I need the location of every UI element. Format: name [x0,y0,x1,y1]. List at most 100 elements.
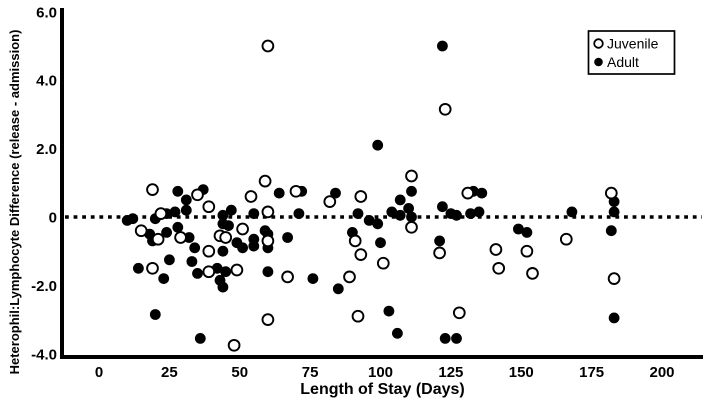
juvenile-point [289,184,303,198]
y-tick-label: 6.0 [36,4,57,21]
adult-point [223,220,234,232]
juvenile-point [376,256,390,270]
juvenile-point [261,234,275,248]
adult-point [180,194,192,206]
juvenile-point [348,234,362,248]
juvenile-point [438,102,452,116]
y-tick-label: -4.0 [31,346,57,363]
adult-point [566,206,578,218]
adult-point [465,208,476,220]
adult-point [434,235,445,247]
juvenile-point [489,243,503,256]
juvenile-point [202,244,216,258]
juvenile-point [461,186,475,200]
adult-point [605,225,617,237]
adult-point [394,194,406,206]
adult-point [403,203,414,214]
adult-point [217,245,229,257]
x-tick-label: 150 [509,364,534,381]
juvenile-point [526,267,539,280]
adult-point [375,237,386,249]
adult-point [394,209,406,221]
x-tick-label: 200 [649,364,674,381]
adult-point [330,187,341,199]
juvenile-point [607,272,621,285]
juvenile-point [146,183,159,196]
y-tick-label: 4.0 [36,73,57,90]
adult-point [248,208,260,220]
adult-point [262,266,274,278]
adult-point [172,221,184,233]
adult-point [183,232,195,243]
adult-point [521,227,533,238]
adult-point [127,213,139,225]
adult-point [149,309,161,320]
adult-point [473,206,485,218]
adult-point [164,254,175,266]
juvenile-point [191,188,204,202]
adult-point [386,206,398,218]
juvenile-point [236,222,249,236]
x-tick-label: 175 [579,364,604,381]
adult-point [161,227,173,238]
juvenile-point [261,313,275,326]
adult-point [194,333,206,344]
adult-point [220,266,232,278]
adult-point [172,185,184,197]
adult-point [237,242,249,254]
juvenile-point [202,265,216,279]
adult-point [439,333,451,344]
juvenile-point [604,186,618,200]
adult-point [217,209,229,221]
adult-point [282,232,293,243]
adult-point [372,218,384,230]
y-tick-label: 0 [49,210,57,227]
x-tick-label: 100 [368,364,393,381]
juvenile-point [433,246,446,260]
adult-point [451,209,462,221]
legend-label-adult: Adult [607,54,639,70]
legend-marker-juvenile-open-circle-icon [593,38,604,49]
juvenile-point [281,270,294,284]
juvenile-point [154,207,168,220]
legend-box [587,30,676,75]
juvenile-point [492,261,506,275]
juvenile-point [520,244,534,258]
juvenile-point [174,231,187,244]
adult-point [186,256,198,267]
adult-point [180,204,192,216]
juvenile-point [261,39,275,53]
x-tick-label: 50 [231,364,248,381]
adult-point [392,327,403,339]
juvenile-point [230,263,244,277]
juvenile-point [405,169,418,183]
juvenile-point [452,306,466,320]
x-tick-label: 0 [95,364,103,381]
juvenile-point [244,190,258,203]
juvenile-point [559,232,573,246]
juvenile-point [219,231,233,244]
adult-point [293,208,305,220]
legend-marker-adult-filled-circle-icon [594,57,603,67]
y-tick-label: -2.0 [31,278,57,295]
adult-point [363,215,375,226]
juvenile-point [323,195,337,208]
juvenile-point [351,309,365,323]
adult-point [437,201,448,213]
juvenile-point [146,261,159,275]
adult-point [406,211,417,223]
adult-point [225,204,237,216]
adult-point [383,305,395,317]
x-tick-label: 125 [438,364,463,381]
adult-point [513,223,524,235]
y-tick-label: 2.0 [36,141,57,158]
x-tick-label: 75 [302,364,319,381]
legend-label-juvenile: Juvenile [607,36,659,52]
y-axis-title: Heterophil:Lymphocyte Difference (releas… [7,29,22,375]
juvenile-point [134,224,148,238]
adult-point [476,187,488,199]
adult-point [372,139,384,151]
adult-point [608,312,620,324]
